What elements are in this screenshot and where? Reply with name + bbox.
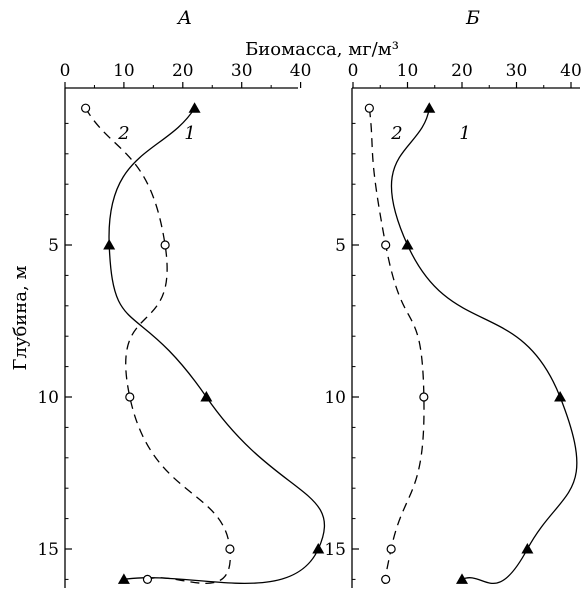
- x-tick-label: 10: [113, 61, 135, 81]
- triangle-marker: [554, 391, 567, 402]
- panel-label: А: [176, 7, 192, 29]
- triangle-marker: [117, 573, 130, 584]
- triangle-marker: [312, 543, 325, 554]
- circle-marker: [125, 392, 135, 402]
- x-tick-label: 40: [560, 61, 582, 81]
- y-tick-label: 10: [324, 388, 346, 408]
- panel-b: Б 0 10 20 30 40 5 10 15 1 2: [324, 7, 582, 588]
- circle-marker: [381, 574, 391, 585]
- y-axis-title: Глубина, м: [10, 266, 31, 371]
- x-tick-label: 10: [397, 61, 419, 81]
- circle-marker: [386, 544, 396, 554]
- triangle-marker: [401, 239, 414, 250]
- x-tick-label: 30: [506, 61, 528, 81]
- y-tick-label: 15: [324, 540, 346, 560]
- x-tick-label: 20: [451, 61, 473, 81]
- series-label-1: 1: [459, 123, 470, 144]
- circle-marker: [364, 103, 374, 113]
- panel-a: А 0 10 20 30 40 5 10 15 1 2: [37, 7, 325, 588]
- circle-marker: [419, 392, 429, 402]
- y-tick-label: 10: [37, 388, 59, 408]
- x-tick-label: 40: [290, 61, 312, 81]
- triangle-marker: [423, 102, 436, 113]
- y-tick-label: 5: [335, 236, 346, 256]
- x-tick-label: 30: [231, 61, 253, 81]
- circle-marker: [81, 103, 91, 113]
- series-line-1: [390, 108, 578, 584]
- triangle-marker: [521, 543, 534, 554]
- series-label-2: 2: [390, 123, 402, 144]
- y-tick-label: 5: [48, 236, 59, 256]
- circle-marker: [381, 240, 391, 250]
- series-line-2: [368, 108, 425, 585]
- circle-marker: [142, 574, 153, 585]
- panel-label: Б: [465, 7, 480, 29]
- x-tick-label: 20: [172, 61, 194, 81]
- triangle-marker: [188, 102, 201, 113]
- circle-marker: [160, 240, 170, 250]
- series-line-2: [85, 107, 231, 585]
- triangle-marker: [456, 573, 468, 584]
- x-tick-label: 0: [60, 61, 71, 81]
- series-line-1: [108, 107, 325, 585]
- series-label-2: 2: [117, 123, 129, 144]
- y-tick-label: 15: [37, 540, 59, 560]
- circle-marker: [225, 544, 235, 554]
- triangle-marker: [200, 391, 213, 402]
- triangle-marker: [103, 239, 116, 250]
- x-axis-title: Биомасса, мг/м³: [245, 39, 399, 60]
- series-label-1: 1: [184, 123, 195, 144]
- x-tick-label: 0: [348, 61, 359, 81]
